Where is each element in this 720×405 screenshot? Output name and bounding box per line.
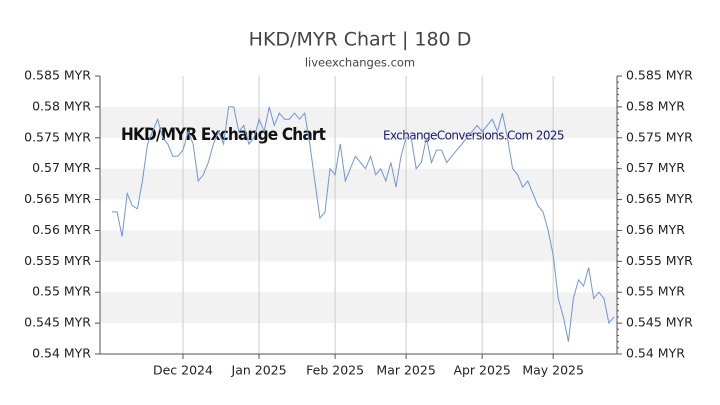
x-tick-label: Apr 2025 [453,363,510,378]
grid-band [100,292,617,324]
y-tick-label: 0.56 MYR [32,222,91,237]
x-tick-label: May 2025 [522,363,584,378]
x-tick-label: Feb 2025 [306,363,364,378]
y2-tick-label: 0.585 MYR [626,68,693,83]
y2-tick-label: 0.56 MYR [626,222,685,237]
y-tick-label: 0.555 MYR [24,253,91,268]
y2-tick-label: 0.575 MYR [626,129,693,144]
y-tick-label: 0.585 MYR [24,68,91,83]
y-tick-label: 0.58 MYR [32,98,91,113]
grid-band [100,168,617,200]
y-tick-label: 0.57 MYR [32,160,91,175]
series-line [112,106,615,342]
x-tick-label: Mar 2025 [376,363,435,378]
y-tick-label: 0.55 MYR [32,284,91,299]
y-tick-label: 0.565 MYR [24,191,91,206]
x-tick-label: Jan 2025 [231,363,287,378]
chart-title: HKD/MYR Chart | 180 D [249,29,472,51]
y2-tick-label: 0.58 MYR [626,98,685,113]
y-tick-label: 0.545 MYR [24,315,91,330]
y2-tick-label: 0.57 MYR [626,160,685,175]
grid-band [100,230,617,262]
y2-tick-label: 0.565 MYR [626,191,693,206]
y-tick-label: 0.575 MYR [24,129,91,144]
annotation: ExchangeConversions.Com 2025 [383,129,564,143]
y2-tick-label: 0.54 MYR [626,346,685,361]
chart-subtitle: liveexchanges.com [305,56,415,70]
y2-tick-label: 0.555 MYR [626,253,693,268]
y2-tick-label: 0.55 MYR [626,284,685,299]
y-tick-label: 0.54 MYR [32,346,91,361]
annotation: HKD/MYR Exchange Chart [121,125,326,145]
x-tick-label: Dec 2024 [153,363,213,378]
y2-tick-label: 0.545 MYR [626,315,693,330]
grid-band [100,106,617,138]
